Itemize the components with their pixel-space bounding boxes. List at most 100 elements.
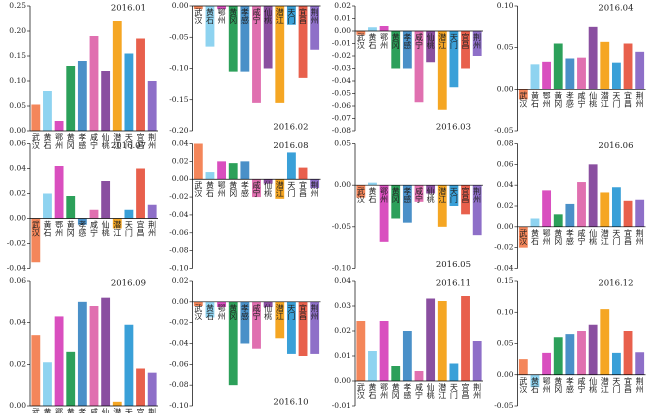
category-label: 黄石 <box>205 180 214 198</box>
y-tick-label: -0.10 <box>169 401 188 410</box>
bar <box>263 301 273 308</box>
category-label: 宜昌 <box>299 7 308 25</box>
bar <box>600 41 610 90</box>
category-label: 鄂州 <box>542 377 551 393</box>
category-label: 孝感 <box>403 383 412 399</box>
bar <box>391 185 401 219</box>
category-label: 潜江 <box>600 90 609 108</box>
bar <box>286 152 296 180</box>
bar <box>101 297 111 406</box>
category-label: 咸宁 <box>577 376 586 393</box>
category-label: 潜江 <box>275 180 284 198</box>
bar <box>193 301 203 306</box>
y-tick-label: 0.04 <box>9 318 26 327</box>
category-label: 荆州 <box>148 132 157 149</box>
panel-title: 2016.01 <box>111 4 146 14</box>
y-tick-label: 0.00 <box>334 26 351 35</box>
bar <box>43 362 52 406</box>
category-label: 天门 <box>449 383 458 400</box>
category-label: 仙桃 <box>264 303 273 321</box>
y-tick-label: 0.05 <box>9 101 26 110</box>
y-tick-label: 0.25 <box>9 1 26 10</box>
category-label: 黄石 <box>43 407 52 413</box>
category-label: 宜昌 <box>136 407 145 413</box>
bar <box>414 31 424 103</box>
category-label: 鄂州 <box>380 33 389 49</box>
category-label: 宜昌 <box>299 303 308 321</box>
bar <box>518 226 528 248</box>
bar <box>426 185 436 194</box>
bar <box>66 196 76 219</box>
bar <box>136 368 145 406</box>
bar <box>635 199 645 227</box>
bar <box>600 309 610 375</box>
bar <box>101 71 111 131</box>
category-label: 咸宁 <box>577 228 586 245</box>
bar <box>124 209 134 219</box>
bar <box>577 331 586 375</box>
category-label: 黄石 <box>43 132 52 150</box>
category-label: 宜昌 <box>461 382 470 400</box>
category-label: 黄石 <box>530 228 539 246</box>
category-label: 孝感 <box>565 377 574 393</box>
bar <box>402 185 412 223</box>
bar <box>542 61 552 90</box>
bar <box>31 218 41 263</box>
y-tick-label: 0.02 <box>9 189 26 198</box>
category-label: 孝感 <box>403 33 412 49</box>
y-tick-label: -0.02 <box>332 51 351 60</box>
y-tick-label: -0.06 <box>169 228 188 237</box>
category-label: 鄂州 <box>55 133 64 149</box>
category-label: 武汉 <box>356 186 365 204</box>
category-label: 黄石 <box>205 7 214 25</box>
panel-title: 2016.08 <box>273 141 308 151</box>
category-label: 黄石 <box>368 186 377 204</box>
category-label: 黄冈 <box>229 7 238 25</box>
bar <box>565 58 575 90</box>
bar <box>472 341 482 381</box>
y-tick-label: -0.05 <box>332 222 351 231</box>
bar <box>217 301 227 308</box>
bar <box>240 301 250 344</box>
bar <box>553 43 563 90</box>
category-label: 荆州 <box>473 32 482 49</box>
category-label: 潜江 <box>600 228 609 246</box>
y-tick-label: 0.06 <box>9 276 26 285</box>
y-tick-label: 0.08 <box>497 139 514 148</box>
category-label: 鄂州 <box>542 91 551 107</box>
bar <box>310 179 320 189</box>
bar <box>228 301 238 386</box>
bar <box>112 401 122 406</box>
category-label: 鄂州 <box>217 304 226 320</box>
category-label: 天门 <box>612 229 621 246</box>
category-label: 孝感 <box>78 133 87 149</box>
category-label: 荆州 <box>635 376 644 393</box>
bar <box>286 6 296 25</box>
bar <box>426 298 436 381</box>
y-tick-label: 0.05 <box>497 43 514 52</box>
bar <box>553 214 563 227</box>
category-label: 仙桃 <box>264 7 273 25</box>
bar <box>518 359 528 375</box>
bar <box>461 296 470 381</box>
category-label: 孝感 <box>240 8 249 24</box>
category-label: 武汉 <box>31 407 40 413</box>
y-tick-label: 0.03 <box>334 301 351 310</box>
panel-title: 2016.04 <box>598 4 633 14</box>
y-tick-label: -0.10 <box>169 264 188 273</box>
y-tick-label: 0.10 <box>497 307 514 316</box>
bar <box>542 352 552 375</box>
y-tick-label: 0.00 <box>334 376 351 385</box>
y-tick-label: -0.08 <box>332 126 351 135</box>
bar <box>449 185 459 206</box>
bar <box>449 363 459 381</box>
category-label: 咸宁 <box>415 32 424 49</box>
bar <box>43 91 52 131</box>
y-tick-label: -0.05 <box>494 401 513 410</box>
category-label: 孝感 <box>240 181 249 197</box>
category-label: 荆州 <box>310 7 319 24</box>
y-tick-label: 0.01 <box>334 14 351 23</box>
category-label: 咸宁 <box>90 132 99 149</box>
bar <box>588 324 598 375</box>
